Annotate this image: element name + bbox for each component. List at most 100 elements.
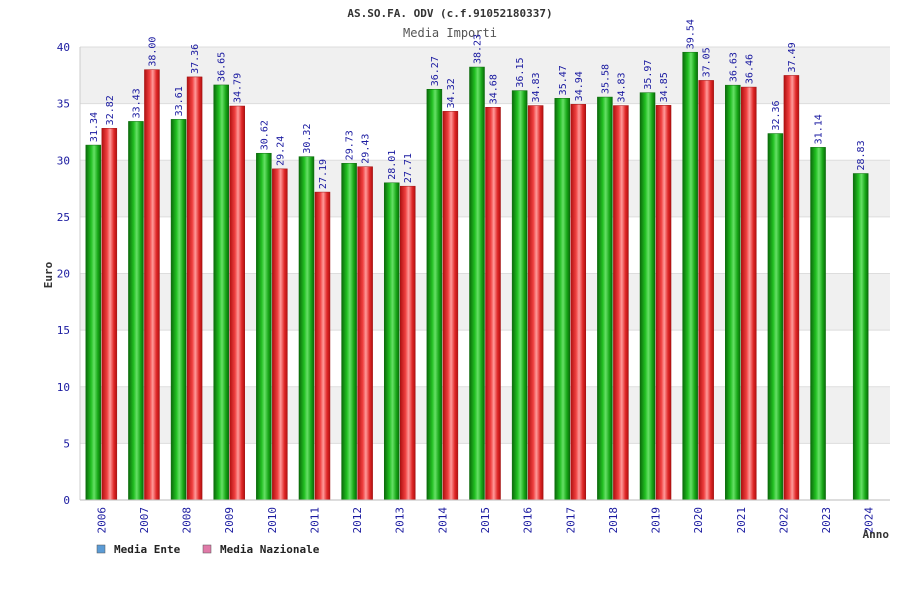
y-tick-label: 30 xyxy=(57,154,70,167)
value-label: 31.34 xyxy=(89,112,100,142)
value-label: 29.73 xyxy=(345,130,356,160)
bar-media-nazionale-2019 xyxy=(655,105,672,501)
x-tick-label: 2017 xyxy=(564,507,577,534)
bar-media-nazionale-2007 xyxy=(144,69,160,501)
value-label: 27.71 xyxy=(403,153,414,183)
y-tick-label: 0 xyxy=(63,494,70,507)
value-label: 34.94 xyxy=(574,71,585,101)
bar-media-nazionale-2006 xyxy=(101,128,118,501)
x-axis-ticks: 2006 2007 2008 2009 2010 2011 2012 2013 2014 2015… xyxy=(95,507,875,534)
value-label: 28.83 xyxy=(856,140,867,170)
value-label: 37.05 xyxy=(702,47,713,77)
value-label: 37.36 xyxy=(190,44,201,74)
bar-media-ente-2022 xyxy=(767,133,784,501)
y-tick-label: 10 xyxy=(57,381,70,394)
y-tick-label: 25 xyxy=(57,211,70,224)
y-tick-label: 35 xyxy=(57,98,70,111)
bar-media-ente-2009 xyxy=(213,84,229,501)
value-label: 35.97 xyxy=(643,60,654,90)
bar-media-nazionale-2017 xyxy=(570,104,587,501)
bar-media-nazionale-2011 xyxy=(314,191,331,501)
bar-media-nazionale-2014 xyxy=(442,111,459,501)
y-tick-label: 5 xyxy=(63,437,70,450)
bar-media-ente-2023 xyxy=(810,147,826,501)
bar-media-ente-2021 xyxy=(725,84,741,501)
bar-media-nazionale-2015 xyxy=(485,106,501,501)
value-label: 36.46 xyxy=(744,54,755,84)
value-label: 35.47 xyxy=(558,65,569,95)
value-label: 29.43 xyxy=(361,134,372,164)
value-label: 35.58 xyxy=(600,64,611,94)
bar-media-ente-2017 xyxy=(554,98,571,501)
bar-media-nazionale-2008 xyxy=(186,76,203,501)
y-axis-ticks: 0 5 10 15 20 25 30 35 40 xyxy=(57,41,70,507)
chart-subtitle: Media Importi xyxy=(403,26,497,40)
x-tick-label: 2019 xyxy=(650,507,663,534)
y-tick-label: 20 xyxy=(57,268,70,281)
legend: Media Ente Media Nazionale xyxy=(96,543,320,556)
x-tick-label: 2021 xyxy=(735,507,748,534)
x-tick-label: 2018 xyxy=(607,507,620,534)
value-label: 33.43 xyxy=(131,88,142,118)
value-label: 34.79 xyxy=(233,73,244,103)
bar-media-ente-2015 xyxy=(469,66,485,501)
y-tick-label: 40 xyxy=(57,41,70,54)
value-label: 38.00 xyxy=(147,37,158,67)
x-tick-label: 2020 xyxy=(692,507,705,534)
value-label: 34.85 xyxy=(659,72,670,102)
bar-media-ente-2006 xyxy=(85,144,102,501)
value-label: 36.63 xyxy=(728,52,739,82)
bar-media-ente-2016 xyxy=(511,90,528,501)
y-tick-label: 15 xyxy=(57,324,70,337)
bar-media-ente-2010 xyxy=(256,152,272,501)
bar-media-nazionale-2009 xyxy=(229,105,245,501)
x-tick-label: 2011 xyxy=(308,507,321,534)
value-label: 27.19 xyxy=(318,159,329,189)
x-tick-label: 2022 xyxy=(777,507,790,534)
chart-title: AS.SO.FA. ODV (c.f.91052180337) xyxy=(347,7,552,20)
bar-media-ente-2024 xyxy=(852,173,869,501)
legend-label-media-nazionale: Media Nazionale xyxy=(220,543,320,556)
x-tick-label: 2006 xyxy=(95,507,108,534)
value-labels: 31.34 32.82 33.43 38.00 33.61 37.36 36.65 34.79… xyxy=(89,19,867,189)
x-tick-label: 2014 xyxy=(436,507,449,534)
value-label: 30.32 xyxy=(302,124,313,154)
value-label: 34.83 xyxy=(531,72,542,102)
bars xyxy=(85,51,869,501)
value-label: 39.54 xyxy=(686,19,697,49)
bar-media-ente-2018 xyxy=(597,96,613,501)
value-label: 34.32 xyxy=(446,78,457,108)
value-label: 29.24 xyxy=(275,136,286,166)
bar-media-nazionale-2020 xyxy=(698,80,714,501)
x-tick-label: 2008 xyxy=(181,507,194,534)
value-label: 38.23 xyxy=(473,34,484,64)
bar-media-nazionale-2018 xyxy=(613,105,629,501)
value-label: 36.65 xyxy=(217,52,228,82)
bar-media-nazionale-2012 xyxy=(357,166,373,501)
x-tick-label: 2010 xyxy=(266,507,279,534)
bar-media-ente-2013 xyxy=(383,182,400,501)
x-axis-label: Anno xyxy=(863,528,890,541)
legend-swatch-media-ente xyxy=(96,544,106,554)
value-label: 33.61 xyxy=(174,86,185,116)
bar-media-ente-2019 xyxy=(639,92,656,501)
x-tick-label: 2007 xyxy=(138,507,151,534)
value-label: 34.68 xyxy=(489,74,500,104)
value-label: 32.36 xyxy=(771,100,782,130)
bar-media-nazionale-2013 xyxy=(399,185,416,501)
value-label: 36.15 xyxy=(515,57,526,87)
value-label: 36.27 xyxy=(430,56,441,86)
bar-media-ente-2014 xyxy=(426,88,443,501)
x-tick-label: 2012 xyxy=(351,507,364,534)
value-label: 32.82 xyxy=(105,95,116,125)
bar-media-nazionale-2022 xyxy=(783,75,800,501)
bar-media-ente-2011 xyxy=(298,156,315,501)
value-label: 37.49 xyxy=(787,42,798,72)
legend-swatch-media-nazionale xyxy=(202,544,212,554)
bar-media-ente-2020 xyxy=(682,51,698,501)
y-axis-label: Euro xyxy=(42,261,55,288)
value-label: 31.14 xyxy=(814,114,825,144)
x-tick-label: 2015 xyxy=(479,507,492,534)
bar-media-nazionale-2010 xyxy=(272,168,288,501)
